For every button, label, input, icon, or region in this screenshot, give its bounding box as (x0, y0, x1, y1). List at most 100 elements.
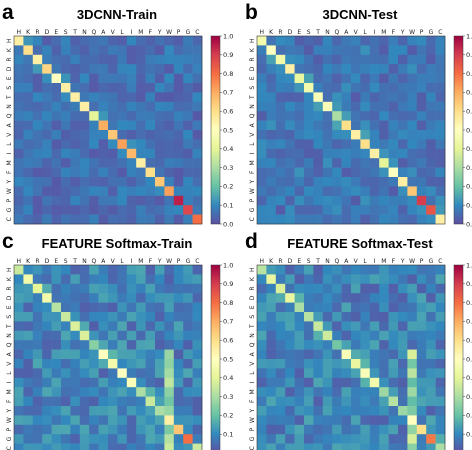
panel-c-xtick-S: S (64, 258, 68, 265)
heatmap-cell (14, 195, 24, 206)
heatmap-cell (23, 205, 34, 215)
heatmap-cell (145, 424, 156, 435)
panel-b-ytick-F: F (249, 170, 256, 174)
heatmap-cell (351, 359, 361, 369)
heatmap-cell (98, 340, 109, 350)
panel-c-xtick-A: A (101, 258, 106, 265)
heatmap-cell (42, 349, 52, 360)
heatmap-cell (388, 130, 399, 140)
heatmap-cell (192, 195, 203, 206)
heatmap-cell (304, 406, 314, 416)
heatmap-cell (145, 349, 156, 360)
heatmap-cell (117, 92, 128, 103)
heatmap-cell (435, 101, 446, 112)
heatmap-cell (294, 312, 305, 322)
heatmap-cell (89, 377, 99, 388)
heatmap-cell (304, 130, 314, 140)
heatmap-cell (136, 368, 146, 379)
heatmap-cell (388, 415, 399, 426)
heatmap-cell (379, 158, 389, 168)
heatmap-cell (14, 368, 24, 379)
heatmap-cell (155, 406, 165, 416)
heatmap-cell (23, 368, 34, 379)
heatmap-cell (183, 73, 193, 84)
heatmap-cell (70, 92, 81, 103)
heatmap-cell (332, 321, 342, 332)
heatmap-cell (435, 302, 446, 313)
heatmap-cell (32, 130, 43, 140)
panel-c-colorbar-label-0.9: 0.9 (223, 280, 233, 288)
heatmap-cell (70, 283, 81, 294)
heatmap-cell (313, 36, 324, 46)
heatmap-cell (304, 83, 314, 93)
heatmap-cell (51, 443, 62, 450)
heatmap-cell (407, 415, 418, 426)
panel-a-colorbar-label-1.0: 1.0 (223, 32, 233, 40)
heatmap-cell (313, 195, 324, 206)
heatmap-cell (398, 177, 408, 187)
heatmap-cell (304, 368, 314, 379)
heatmap-cell (51, 167, 62, 178)
heatmap-cell (117, 45, 128, 56)
heatmap-cell (388, 330, 399, 341)
heatmap-cell (257, 321, 267, 332)
heatmap-cell (145, 177, 156, 187)
heatmap-cell (155, 368, 165, 379)
panel-d-xtick-L: L (363, 258, 367, 265)
heatmap-cell (145, 312, 156, 322)
heatmap-cell (89, 312, 99, 322)
heatmap-cell (23, 321, 34, 332)
heatmap-cell (426, 205, 436, 215)
heatmap-cell (407, 158, 418, 168)
heatmap-cell (173, 274, 184, 285)
heatmap-cell (360, 158, 371, 168)
heatmap-cell (98, 101, 109, 112)
heatmap-cell (79, 195, 90, 206)
heatmap-cell (108, 396, 118, 407)
heatmap-cell (32, 167, 43, 178)
heatmap-cell (126, 148, 137, 159)
heatmap-cell (398, 406, 408, 416)
heatmap-cell (126, 359, 137, 369)
heatmap-cell (407, 406, 418, 416)
heatmap-cell (14, 36, 24, 46)
heatmap-cell (183, 195, 193, 206)
heatmap-cell (275, 330, 286, 341)
heatmap-cell (398, 158, 408, 168)
heatmap-cell (435, 139, 446, 150)
heatmap-cell (145, 340, 156, 350)
heatmap-cell (155, 302, 165, 313)
heatmap-cell (332, 167, 342, 178)
heatmap-cell (51, 424, 62, 435)
heatmap-cell (42, 434, 52, 444)
heatmap-cell (164, 45, 175, 56)
heatmap-cell (164, 36, 175, 46)
heatmap-cell (266, 396, 277, 407)
heatmap-cell (294, 265, 305, 275)
heatmap-cell (398, 92, 408, 103)
heatmap-cell (435, 158, 446, 168)
heatmap-cell (332, 283, 342, 294)
heatmap-cell (23, 340, 34, 350)
panel-c-ytick-N: N (6, 333, 13, 338)
heatmap-cell (108, 167, 118, 178)
heatmap-cell (155, 158, 165, 168)
panel-c-colorbar-label-0.7: 0.7 (223, 318, 233, 326)
heatmap-cell (285, 148, 295, 159)
heatmap-cell (388, 177, 399, 187)
heatmap-cell (51, 321, 62, 332)
heatmap-cell (14, 396, 24, 407)
heatmap-cell (70, 330, 81, 341)
heatmap-cell (42, 321, 52, 332)
heatmap-cell (369, 45, 380, 56)
heatmap-cell (32, 368, 43, 379)
panel-c-ytick-R: R (6, 286, 13, 290)
heatmap-cell (89, 177, 99, 187)
heatmap-cell (351, 214, 361, 225)
heatmap-cell (416, 148, 427, 159)
heatmap-cell (369, 83, 380, 93)
heatmap-cell (369, 148, 380, 159)
heatmap-cell (341, 158, 352, 168)
heatmap-cell (426, 83, 436, 93)
heatmap-cell (98, 321, 109, 332)
